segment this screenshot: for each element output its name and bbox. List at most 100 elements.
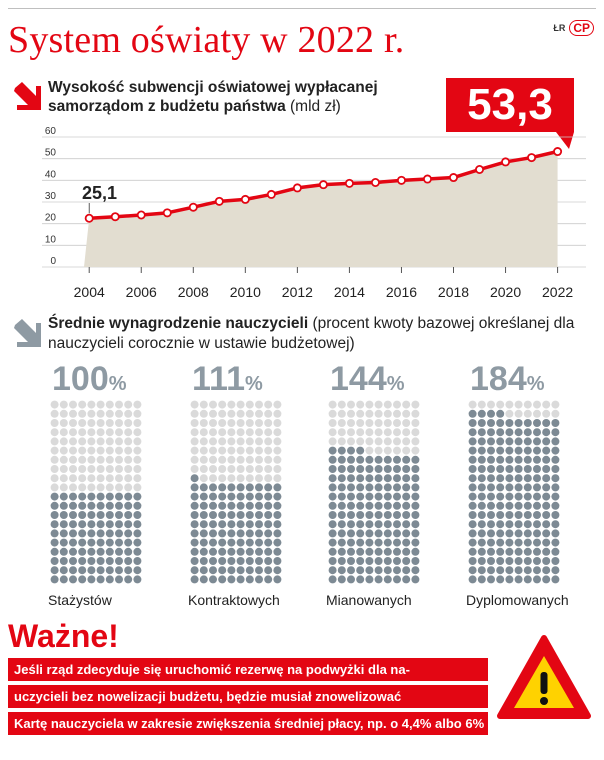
- dot-filled: [337, 575, 346, 584]
- dot-empty: [218, 400, 227, 409]
- data-point: [84, 213, 94, 223]
- dot-filled: [356, 446, 365, 455]
- dot-filled: [328, 492, 337, 501]
- dot-empty: [374, 409, 383, 418]
- dot-filled: [328, 465, 337, 473]
- dot-filled: [523, 483, 532, 492]
- percent-value: 100: [52, 360, 109, 398]
- dot-empty: [227, 419, 236, 427]
- dot-empty: [96, 437, 105, 446]
- dot-empty: [133, 409, 142, 418]
- dot-filled: [402, 529, 411, 538]
- dot-filled: [218, 511, 227, 519]
- dot-empty: [69, 409, 77, 418]
- dot-empty: [105, 455, 114, 464]
- dot-filled: [328, 520, 337, 529]
- dot-filled: [337, 566, 346, 575]
- percent-unit: %: [108, 373, 127, 395]
- dot-empty: [96, 465, 105, 473]
- dot-empty: [468, 400, 477, 409]
- dot-filled: [487, 511, 495, 519]
- dot-filled: [551, 455, 560, 464]
- dot-filled: [393, 557, 401, 565]
- dot-filled: [96, 575, 105, 584]
- dot-empty: [328, 409, 337, 418]
- dot-filled: [393, 501, 401, 510]
- dot-empty: [218, 446, 227, 455]
- dot-filled: [115, 557, 123, 565]
- x-tick-label: 2004: [74, 284, 105, 300]
- dot-filled: [78, 575, 87, 584]
- dot-filled: [477, 428, 486, 437]
- dot-filled: [59, 547, 68, 556]
- dot-empty: [209, 455, 217, 464]
- dot-filled: [264, 575, 273, 584]
- dot-empty: [273, 474, 282, 483]
- dot-empty: [402, 437, 411, 446]
- dot-filled: [273, 529, 282, 538]
- dot-empty: [374, 446, 383, 455]
- dot-empty: [264, 465, 273, 473]
- dot-empty: [496, 400, 505, 409]
- dot-filled: [551, 419, 560, 427]
- dot-filled: [468, 465, 477, 473]
- dot-filled: [190, 566, 199, 575]
- dot-empty: [199, 446, 208, 455]
- data-point: [370, 178, 380, 188]
- dot-empty: [96, 455, 105, 464]
- dot-filled: [402, 566, 411, 575]
- dot-filled: [383, 566, 392, 575]
- dot-filled: [69, 557, 77, 565]
- dot-filled: [505, 419, 514, 427]
- dot-empty: [218, 455, 227, 464]
- dot-grid-4: [468, 400, 560, 584]
- dot-empty: [96, 409, 105, 418]
- x-tick-label: 2018: [438, 284, 469, 300]
- dot-filled: [264, 547, 273, 556]
- dot-empty: [59, 419, 68, 427]
- dot-filled: [96, 501, 105, 510]
- top-rule: [8, 8, 596, 9]
- dot-empty: [96, 474, 105, 483]
- dot-filled: [468, 483, 477, 492]
- dot-filled: [227, 483, 236, 492]
- dot-filled: [245, 557, 254, 565]
- dot-filled: [514, 492, 523, 501]
- notice-line-3: Kartę nauczyciela w zakresie zwiększenia…: [8, 712, 488, 735]
- dot-filled: [477, 575, 486, 584]
- dot-empty: [59, 446, 68, 455]
- dot-empty: [393, 400, 401, 409]
- dot-filled: [477, 419, 486, 427]
- dot-filled: [209, 566, 217, 575]
- dot-filled: [533, 465, 541, 473]
- dot-filled: [209, 557, 217, 565]
- dot-filled: [468, 474, 477, 483]
- dot-empty: [383, 446, 392, 455]
- category-label: Mianowanych: [326, 592, 412, 608]
- dot-filled: [542, 566, 551, 575]
- dot-filled: [402, 455, 411, 464]
- dot-empty: [374, 428, 383, 437]
- dot-filled: [87, 557, 96, 565]
- dot-empty: [236, 465, 245, 473]
- dot-filled: [542, 428, 551, 437]
- dot-filled: [402, 511, 411, 519]
- dot-filled: [337, 511, 346, 519]
- dot-empty: [347, 400, 355, 409]
- dot-filled: [514, 538, 523, 547]
- area-shape: [84, 151, 558, 267]
- dot-filled: [496, 455, 505, 464]
- dot-filled: [255, 566, 263, 575]
- dot-filled: [199, 538, 208, 547]
- dot-filled: [328, 575, 337, 584]
- dot-filled: [255, 501, 263, 510]
- dot-empty: [365, 446, 374, 455]
- dot-filled: [393, 529, 401, 538]
- dot-filled: [383, 455, 392, 464]
- dot-filled: [328, 483, 337, 492]
- dot-empty: [542, 400, 551, 409]
- dot-filled: [542, 575, 551, 584]
- dot-filled: [402, 492, 411, 501]
- dot-filled: [496, 547, 505, 556]
- dot-filled: [245, 538, 254, 547]
